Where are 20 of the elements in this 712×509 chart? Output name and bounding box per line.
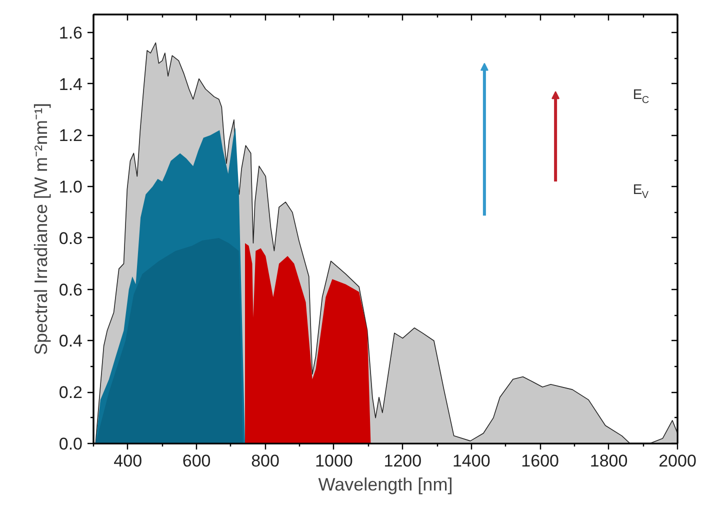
x-tick-label: 1000 xyxy=(315,452,353,470)
x-axis-title: Wavelength [nm] xyxy=(318,474,453,494)
x-tick-label: 600 xyxy=(182,452,211,470)
x-tick-label: 1600 xyxy=(521,452,560,470)
y-axis-title: Spectral Irradiance [W m⁻²nm⁻¹] xyxy=(30,102,51,356)
y-tick-label: 0.8 xyxy=(58,228,83,248)
y-tick-label: 1.6 xyxy=(58,23,83,42)
x-tick-label: 1200 xyxy=(384,452,422,470)
y-tick-label: 1.0 xyxy=(58,178,83,197)
y-tick-label: 0.0 xyxy=(58,434,83,454)
x-tick-label: 1800 xyxy=(590,452,628,470)
y-tick-label: 0.4 xyxy=(58,332,83,351)
x-tick-label: 1400 xyxy=(452,452,490,470)
y-tick-label: 0.2 xyxy=(58,383,83,402)
x-tick-label: 800 xyxy=(251,452,280,470)
y-tick-label: 1.4 xyxy=(58,74,83,94)
y-tick-label: 1.2 xyxy=(58,126,83,146)
x-tick-label: 2000 xyxy=(658,452,696,470)
y-tick-label: 0.6 xyxy=(58,280,83,300)
x-tick-label: 400 xyxy=(114,452,142,470)
